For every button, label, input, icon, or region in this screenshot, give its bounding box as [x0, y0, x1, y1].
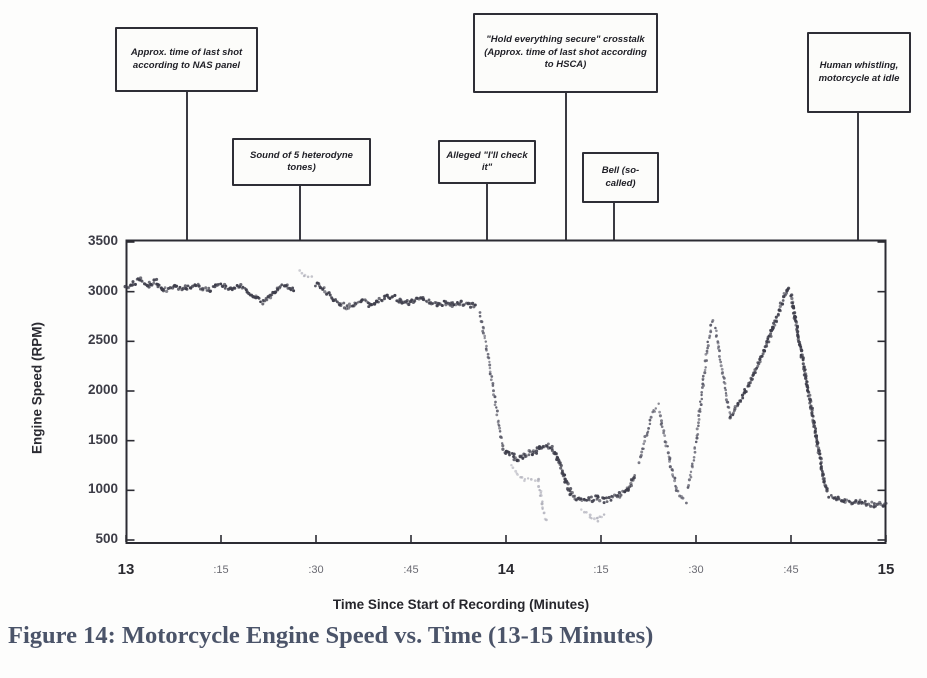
y-axis-title: Engine Speed (RPM) [29, 321, 45, 455]
x-tick-label-15: :15 [213, 564, 229, 576]
y-tick-label-500: 500 [95, 531, 118, 546]
callout-text: Approx. time of last shot according to N… [130, 47, 243, 71]
callout-leader-line-ill-check-it [486, 184, 488, 240]
callout-leader-line-bell [613, 203, 615, 240]
callout-text: Sound of 5 heterodyne tones) [250, 149, 353, 173]
x-tick-label-15: :15 [593, 564, 609, 576]
figure-caption: Figure 14: Motorcycle Engine Speed vs. T… [8, 622, 654, 649]
callout-text: Bell (so-called) [601, 165, 640, 189]
y-tick-label-1500: 1500 [87, 431, 118, 447]
x-tick-label-14: 14 [497, 561, 515, 578]
x-tick-label-30: :30 [308, 564, 324, 576]
x-tick-label-45: :45 [783, 564, 799, 576]
callout-text: Alleged "I'll check it" [446, 149, 528, 173]
callout-leader-line-whistling [857, 113, 859, 240]
y-tick-label-2000: 2000 [87, 382, 118, 397]
x-tick-label-45: :45 [403, 564, 419, 576]
callout-leader-line-heterodyne [299, 186, 301, 240]
callout-text: Human whistling, motorcycle at idle [818, 60, 900, 84]
y-tick-label-2500: 2500 [87, 332, 118, 348]
plot-frame [125, 239, 887, 544]
y-tick-label-1000: 1000 [87, 481, 118, 497]
scatter-points [123, 269, 888, 523]
callout-ill-check-it: Alleged "I'll check it" [438, 140, 536, 184]
callout-heterodyne-tones: Sound of 5 heterodyne tones) [232, 138, 371, 186]
callout-human-whistling: Human whistling, motorcycle at idle [807, 32, 911, 113]
callout-nas-panel: Approx. time of last shot according to N… [115, 27, 258, 92]
callout-leader-line-nas-panel [186, 92, 188, 240]
callout-hold-everything-secure: "Hold everything secure" crosstalk (Appr… [473, 13, 658, 93]
x-tick-label-15: 15 [877, 561, 895, 578]
x-axis-title: Time Since Start of Recording (Minutes) [332, 597, 590, 612]
callout-bell-so-called: Bell (so-called) [582, 152, 659, 203]
callout-text: "Hold everything secure" crosstalk (Appr… [484, 34, 647, 71]
x-tick-label-30: :30 [688, 564, 704, 576]
y-tick-label-3000: 3000 [87, 282, 118, 298]
y-tick-label-3500: 3500 [87, 233, 118, 248]
callout-leader-line-hold-everything [565, 93, 567, 240]
x-tick-label-13: 13 [117, 561, 135, 578]
